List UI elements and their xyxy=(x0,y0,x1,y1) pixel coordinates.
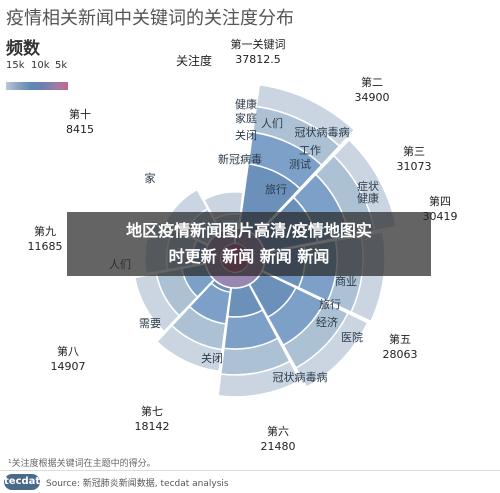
footer: tecdat Source: 新冠肺炎新闻数据, tecdat analysis xyxy=(0,470,500,493)
sector-value-10: 8415 xyxy=(66,123,94,136)
chart-title: 疫情相关新闻中关键词的关注度分布 xyxy=(6,8,294,29)
keyword-label-5-4: 医院 xyxy=(341,330,363,344)
sector-label-7: 第七 xyxy=(141,404,163,418)
keyword-label-5-1: 商业 xyxy=(335,274,357,288)
keyword-label-6-1: 冠状病毒病 xyxy=(273,370,328,384)
keyword-label-8-1: 需要 xyxy=(139,317,161,330)
legend-tick-5k: 5k xyxy=(55,60,68,71)
overlay-banner: 地区疫情新闻图片高清/疫情地图实 时更新 新闻 新闻 新闻 xyxy=(67,212,431,276)
footnote: ¹关注度根据关键词在主题中的得分。 xyxy=(8,459,156,469)
sector-label-9: 第九 xyxy=(34,224,56,238)
keyword-label-5-2: 旅行 xyxy=(319,297,341,311)
source-text: Source: 新冠肺炎新闻数据, tecdat analysis xyxy=(46,479,229,489)
sector-label-10: 第十 xyxy=(69,107,91,121)
sector-label-5: 第五 xyxy=(389,332,411,346)
sector-value-5: 28063 xyxy=(383,348,418,361)
sector-value-1: 37812.5 xyxy=(235,53,281,66)
sector-value-9: 11685 xyxy=(28,240,63,253)
sector-label-3: 第三 xyxy=(403,144,425,158)
keyword-label-2-3: 工作 xyxy=(299,144,321,157)
keyword-label-7-1: 关闭 xyxy=(201,351,223,365)
legend-title: 频数 xyxy=(6,39,40,59)
overlay-line-1: 地区疫情新闻图片高清/疫情地图实 xyxy=(126,221,372,240)
sector-value-2: 34900 xyxy=(355,91,390,104)
outer-label: 关注度 xyxy=(176,53,212,68)
keyword-label-1-5: 家 xyxy=(145,171,156,185)
keyword-label-5-3: 经济 xyxy=(316,315,338,329)
keyword-label-1-1: 健康 xyxy=(235,97,257,111)
tecdat-logo: tecdat xyxy=(4,474,40,490)
sector-label-4: 第四 xyxy=(429,194,451,208)
legend-tick-15k: 15k xyxy=(6,60,25,71)
keyword-label-4-1: 健康 xyxy=(357,191,379,205)
keyword-label-2-2: 冠状病毒病 xyxy=(295,125,350,139)
legend-color-bar xyxy=(6,82,68,90)
sector-label-1: 第一关键词 xyxy=(231,37,286,51)
legend-tick-10k: 10k xyxy=(31,60,50,71)
keyword-label-2-1: 人们 xyxy=(261,116,283,130)
overlay-line-2: 时更新 新闻 新闻 新闻 xyxy=(168,247,330,266)
keyword-label-2-5: 旅行 xyxy=(265,182,287,196)
sector-value-8: 14907 xyxy=(51,360,86,373)
keyword-label-1-2: 家庭 xyxy=(235,111,257,125)
sector-value-7: 18142 xyxy=(135,420,170,433)
sector-label-2: 第二 xyxy=(361,75,383,89)
sector-label-6: 第六 xyxy=(267,424,289,438)
keyword-label-3-1: 症状 xyxy=(357,179,379,193)
keyword-label-1-3: 关闭 xyxy=(235,128,257,142)
sector-value-6: 21480 xyxy=(261,440,296,453)
sector-value-3: 31073 xyxy=(397,160,432,173)
keyword-label-2-4: 测试 xyxy=(289,158,311,171)
sector-value-4: 30419 xyxy=(423,210,458,223)
keyword-label-1-4: 新冠病毒 xyxy=(218,152,262,166)
sector-label-8: 第八 xyxy=(57,344,79,358)
